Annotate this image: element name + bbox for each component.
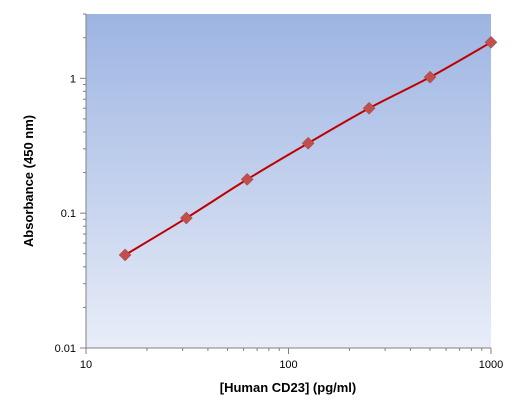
data-point (484, 35, 498, 49)
plot-area (86, 14, 491, 348)
x-tick-label: 1000 (479, 359, 503, 371)
y-tick-label: 1 (70, 73, 76, 85)
y-axis-title: Absorbance (450 nm) (21, 115, 36, 247)
y-tick-label: 0.01 (55, 343, 76, 355)
data-point (118, 248, 132, 262)
data-point (301, 136, 315, 150)
data-point (179, 211, 193, 225)
data-point (240, 173, 254, 186)
x-axis-title: [Human CD23] (pg/ml) (220, 380, 357, 395)
data-point (362, 101, 376, 115)
x-tick-label: 10 (80, 359, 92, 371)
data-point (423, 70, 437, 84)
x-tick-label: 100 (279, 359, 297, 371)
y-tick-label: 0.1 (61, 208, 76, 220)
